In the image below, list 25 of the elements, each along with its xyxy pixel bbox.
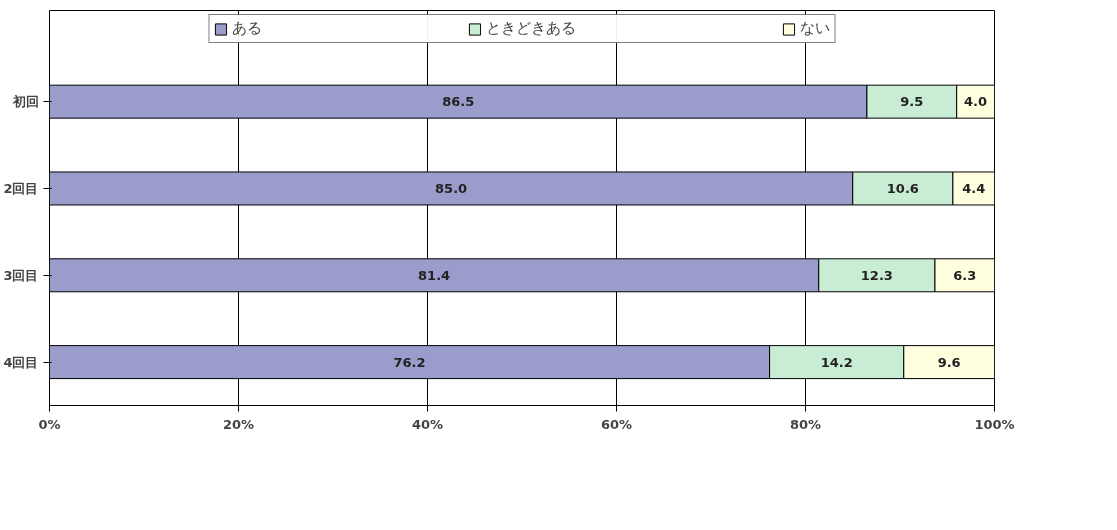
- x-tick-label: 40%: [411, 416, 444, 432]
- text: 81.4: [418, 267, 451, 283]
- x-tick-label: 20%: [222, 416, 255, 432]
- x-tick-label: 60%: [600, 416, 633, 432]
- y-tick-label: 2回目: [3, 180, 39, 196]
- text: 6.3: [953, 267, 977, 283]
- x-tick-label: 100%: [974, 416, 1015, 432]
- y-tick-label: 初回: [11, 94, 39, 110]
- text: 76.2: [393, 354, 426, 370]
- text: 14.2: [820, 354, 853, 370]
- x-tick-label: 80%: [789, 416, 822, 432]
- text: 4.4: [962, 180, 986, 196]
- legend-label: ない: [800, 19, 830, 38]
- x-tick-label: 0%: [38, 416, 61, 432]
- text: 4.0: [964, 94, 988, 110]
- text: 12.3: [860, 267, 893, 283]
- y-tick-label: 3回目: [3, 267, 39, 283]
- text: 86.5: [442, 94, 475, 110]
- legend-label: ときどきある: [486, 19, 576, 38]
- legend-label: ある: [232, 19, 262, 38]
- text: 9.6: [937, 354, 961, 370]
- text: 10.6: [886, 180, 919, 196]
- y-tick-label: 4回目: [3, 354, 39, 370]
- text: 9.5: [900, 94, 924, 110]
- text: 85.0: [435, 180, 468, 196]
